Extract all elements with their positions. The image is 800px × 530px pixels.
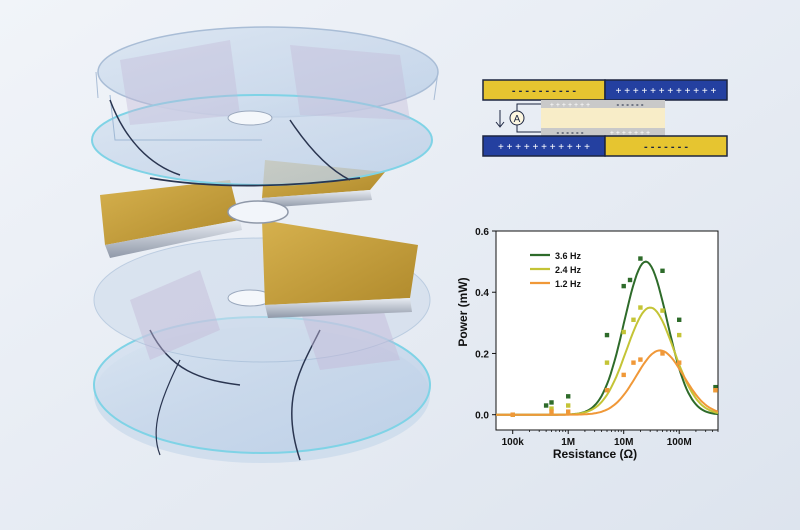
- data-point: [660, 308, 665, 313]
- x-tick-label: 10M: [614, 437, 633, 448]
- data-point: [677, 360, 682, 365]
- ammeter-label: A: [514, 114, 521, 125]
- top-right-electrode: [604, 79, 728, 101]
- ammeter-wire-top: [516, 103, 541, 111]
- y-tick-label: 0.4: [475, 288, 489, 299]
- data-point: [549, 406, 554, 411]
- data-point: [621, 283, 626, 289]
- y-tick-label: 0.0: [475, 411, 489, 422]
- data-point: [604, 360, 610, 365]
- top-left-charges: - - - - - - - - - -: [512, 85, 576, 97]
- rotary-device-illustration: [91, 26, 439, 463]
- x-axis-ticks: 100k 1M 10M 100M: [502, 430, 719, 448]
- chart-legend: 3.6 Hz 2.4 Hz 1.2 Hz: [530, 251, 582, 289]
- x-tick-label: 1M: [561, 437, 575, 448]
- ammeter-icon: [509, 110, 525, 126]
- legend-label: 2.4 Hz: [555, 265, 582, 275]
- data-point: [621, 372, 626, 378]
- data-point: [677, 317, 682, 322]
- legend-label: 1.2 Hz: [555, 279, 582, 289]
- data-point: [677, 332, 682, 338]
- data-point: [638, 256, 643, 261]
- lower-film-left-charges: - - - - - -: [556, 128, 583, 137]
- y-tick-label: 0.6: [475, 227, 489, 238]
- power-resistance-chart: 0.0 0.2 0.4 0.6 100k 1M 10M 100M 3.6 Hz 2.4 Hz 1…: [456, 227, 719, 461]
- upper-film-right-charges: - - - - - -: [616, 100, 643, 109]
- upper-dielectric-film: [541, 100, 665, 108]
- data-point: [566, 394, 571, 399]
- data-point: [604, 332, 610, 338]
- data-point: [660, 268, 665, 273]
- x-tick-label: 100k: [502, 437, 525, 448]
- data-point: [549, 409, 554, 414]
- lower-dielectric-film: [541, 128, 665, 136]
- upper-film-left-charges: + + + + + + +: [550, 102, 590, 109]
- data-point: [621, 329, 626, 335]
- data-point: [510, 412, 515, 417]
- bottom-left-charges: + + + + + + + + + + +: [498, 142, 590, 153]
- y-axis-label: Power (mW): [456, 277, 470, 346]
- data-point: [660, 351, 665, 356]
- data-point: [638, 305, 643, 310]
- y-tick-label: 0.2: [475, 349, 489, 360]
- top-disk: [91, 26, 439, 187]
- legend-label: 3.6 Hz: [555, 251, 582, 261]
- data-point: [631, 360, 636, 365]
- fit-curves: [496, 260, 719, 416]
- x-tick-label: 100M: [667, 437, 692, 448]
- data-point: [713, 388, 718, 393]
- plot-area: [495, 230, 719, 431]
- lower-film-right-charges: + + + + + + +: [610, 130, 650, 137]
- bottom-right-electrode: [604, 135, 728, 157]
- current-direction-arrow-icon: [495, 110, 505, 128]
- data-markers: [510, 256, 718, 417]
- data-point: [631, 317, 636, 322]
- y-axis-ticks: 0.0 0.2 0.4 0.6: [475, 227, 496, 422]
- data-point: [566, 409, 571, 414]
- ammeter-wire-bottom: [516, 125, 541, 133]
- data-point: [638, 357, 643, 362]
- data-point: [604, 388, 610, 393]
- data-point: [549, 400, 554, 405]
- data-point: [627, 277, 633, 283]
- top-right-charges: + + + + + + + + + + + +: [616, 86, 717, 97]
- data-point: [543, 403, 549, 408]
- bottom-right-charges: - - - - - - -: [644, 141, 688, 153]
- charge-schematic: - - - - - - - - - - + + + + + + + + + + …: [482, 79, 728, 157]
- data-point: [713, 384, 718, 390]
- fit-curve-2: [496, 349, 719, 416]
- x-axis-label: Resistance (Ω): [553, 447, 637, 461]
- data-point: [566, 403, 571, 408]
